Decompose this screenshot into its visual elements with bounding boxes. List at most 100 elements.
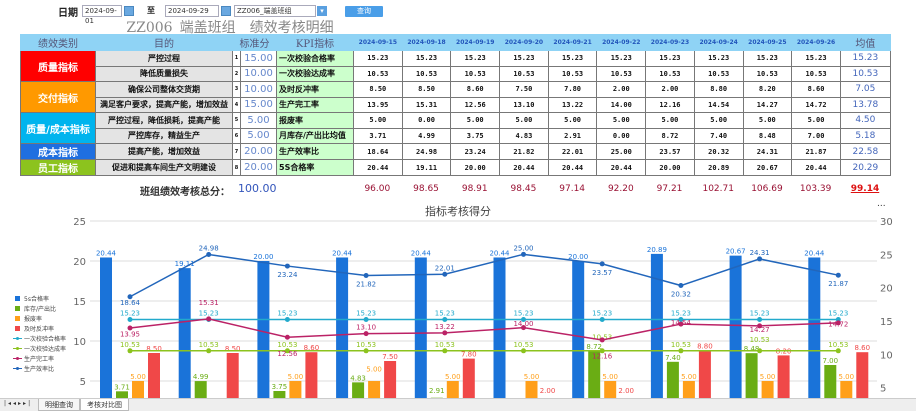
line-point [206, 348, 212, 354]
bar-2 [289, 381, 302, 398]
bar-label: 8.80 [697, 343, 713, 351]
line-label: 15.23 [671, 309, 691, 317]
right-axis-tick: 30 [880, 217, 893, 228]
line-label: 10.53 [671, 341, 691, 349]
bar-label: 20.67 [726, 248, 746, 256]
chart-title: 指标考核得分 [425, 205, 491, 218]
calendar-icon[interactable] [221, 6, 231, 16]
end-date-input[interactable]: 2024-09-29 [165, 5, 219, 17]
kpi-cell: 生产效率比 [276, 143, 354, 160]
legend-item[interactable]: 生产效率比 [24, 365, 54, 373]
bar-label: 20.00 [253, 253, 273, 261]
line-point [127, 316, 133, 322]
value-cell: 14.00 [596, 96, 647, 113]
series-line [129, 318, 839, 341]
total-value: 98.45 [510, 184, 537, 194]
header-date: 2024-09-22 [596, 34, 647, 51]
bar-label: 20.44 [489, 249, 510, 257]
total-value: 106.69 [751, 184, 783, 194]
header-date: 2024-09-25 [742, 34, 793, 51]
line-label: 15.23 [750, 309, 770, 317]
legend-item[interactable]: 一次校验达成率 [24, 345, 66, 353]
total-value: 103.39 [799, 184, 832, 194]
tab-comparison-chart[interactable]: 考核对比图 [80, 399, 129, 411]
line-point [599, 348, 605, 354]
line-label: 10.53 [828, 341, 848, 349]
bar-label: 20.44 [332, 249, 353, 257]
total-value: 98.91 [461, 184, 488, 194]
line-point [127, 325, 133, 331]
calendar-icon[interactable] [124, 6, 134, 16]
line-label: 10.53 [750, 336, 770, 344]
bar-3 [226, 353, 239, 398]
sheet-nav-arrows-icon[interactable]: |◂◂▸▸| [4, 400, 33, 407]
category-cell: 质量指标 [20, 50, 96, 82]
bar-1 [194, 381, 207, 398]
sheet-tab-bar: |◂◂▸▸| 明细查询 考核对比图 [0, 398, 916, 411]
line-point [757, 316, 763, 322]
legend-item[interactable]: 及时反冲率 [24, 325, 54, 333]
line-label: 15.23 [435, 309, 455, 317]
bar-label: 20.89 [647, 246, 667, 254]
bar-0 [572, 261, 585, 398]
header-avg: 均值 [839, 34, 891, 51]
line-point [206, 316, 212, 322]
bar-label: 2.00 [540, 387, 556, 395]
line-point [835, 320, 841, 326]
chevron-down-icon[interactable]: ▾ [317, 6, 327, 16]
left-axis-tick: 15 [73, 297, 86, 308]
tab-detail-query[interactable]: 明细查询 [38, 399, 80, 411]
table-row: 严控库存，精益生产 6 5.00 月库存/产出比均值 3.71 4.99 3.75 4.83 2… [21, 127, 891, 144]
chart-menu-icon[interactable]: ... [877, 199, 886, 209]
bar-2 [682, 381, 695, 398]
legend-item[interactable]: 一次校验合格率 [24, 335, 66, 343]
start-date-input[interactable]: 2024-09-01 [82, 5, 122, 25]
header-category: 绩效类别 [20, 34, 96, 51]
purpose-cell: 严控过程 [95, 50, 233, 67]
bar-label: 2.91 [429, 387, 445, 395]
bar-3 [305, 352, 318, 398]
line-point [442, 271, 448, 277]
bar-label: 3.75 [272, 383, 288, 391]
legend-swatch [15, 296, 20, 301]
line-point [442, 348, 448, 354]
value-cell: 19.11 [401, 159, 452, 176]
header-date: 2024-09-15 [353, 34, 403, 51]
legend-item[interactable]: 生产完工率 [24, 355, 54, 363]
line-label: 24.98 [199, 244, 219, 252]
bar-0 [729, 255, 742, 398]
value-cell: 5.00 [499, 112, 549, 129]
line-label: 18.64 [120, 299, 141, 307]
total-label: 班组绩效考核总分： [140, 187, 230, 198]
query-button[interactable]: 查询 [345, 6, 383, 17]
bar-label: 7.80 [461, 351, 477, 359]
right-axis-tick: 10 [880, 350, 893, 361]
legend-item[interactable]: 5s合格率 [24, 295, 49, 303]
total-value: 102.71 [702, 184, 734, 194]
page-title: ZZ006_端盖班组__绩效考核明细 [126, 20, 334, 36]
legend-item[interactable]: 库存/产出比 [24, 305, 56, 313]
date-label: 日期 [58, 8, 78, 19]
bar-label: 2.00 [618, 387, 634, 395]
line-point [284, 334, 290, 340]
line-label: 13.22 [435, 323, 455, 331]
team-select[interactable]: ZZ006_端盖班组 [234, 5, 316, 17]
line-point [442, 316, 448, 322]
bar-label: 8.60 [304, 344, 320, 352]
table-row: 员工指标 促进和提高车间生产文明建设 8 20.00 5S合格率 20.44 19.11 20… [20, 159, 891, 176]
value-cell: 20.44 [499, 159, 549, 176]
bar-label: 8.50 [225, 345, 241, 353]
legend-item[interactable]: 报废率 [24, 315, 42, 323]
right-axis-tick: 25 [880, 250, 893, 261]
bar-label: 7.00 [823, 357, 839, 365]
line-point [678, 283, 684, 289]
value-cell: 20.00 [450, 159, 501, 176]
bar-label: 8.48 [744, 345, 760, 353]
header-date: 2024-09-24 [693, 34, 744, 51]
line-label: 10.53 [277, 341, 297, 349]
bar-2 [525, 381, 538, 398]
header-date: 2024-09-26 [791, 34, 841, 51]
legend-swatch [15, 326, 20, 331]
line-point [284, 316, 290, 322]
line-point [678, 348, 684, 354]
